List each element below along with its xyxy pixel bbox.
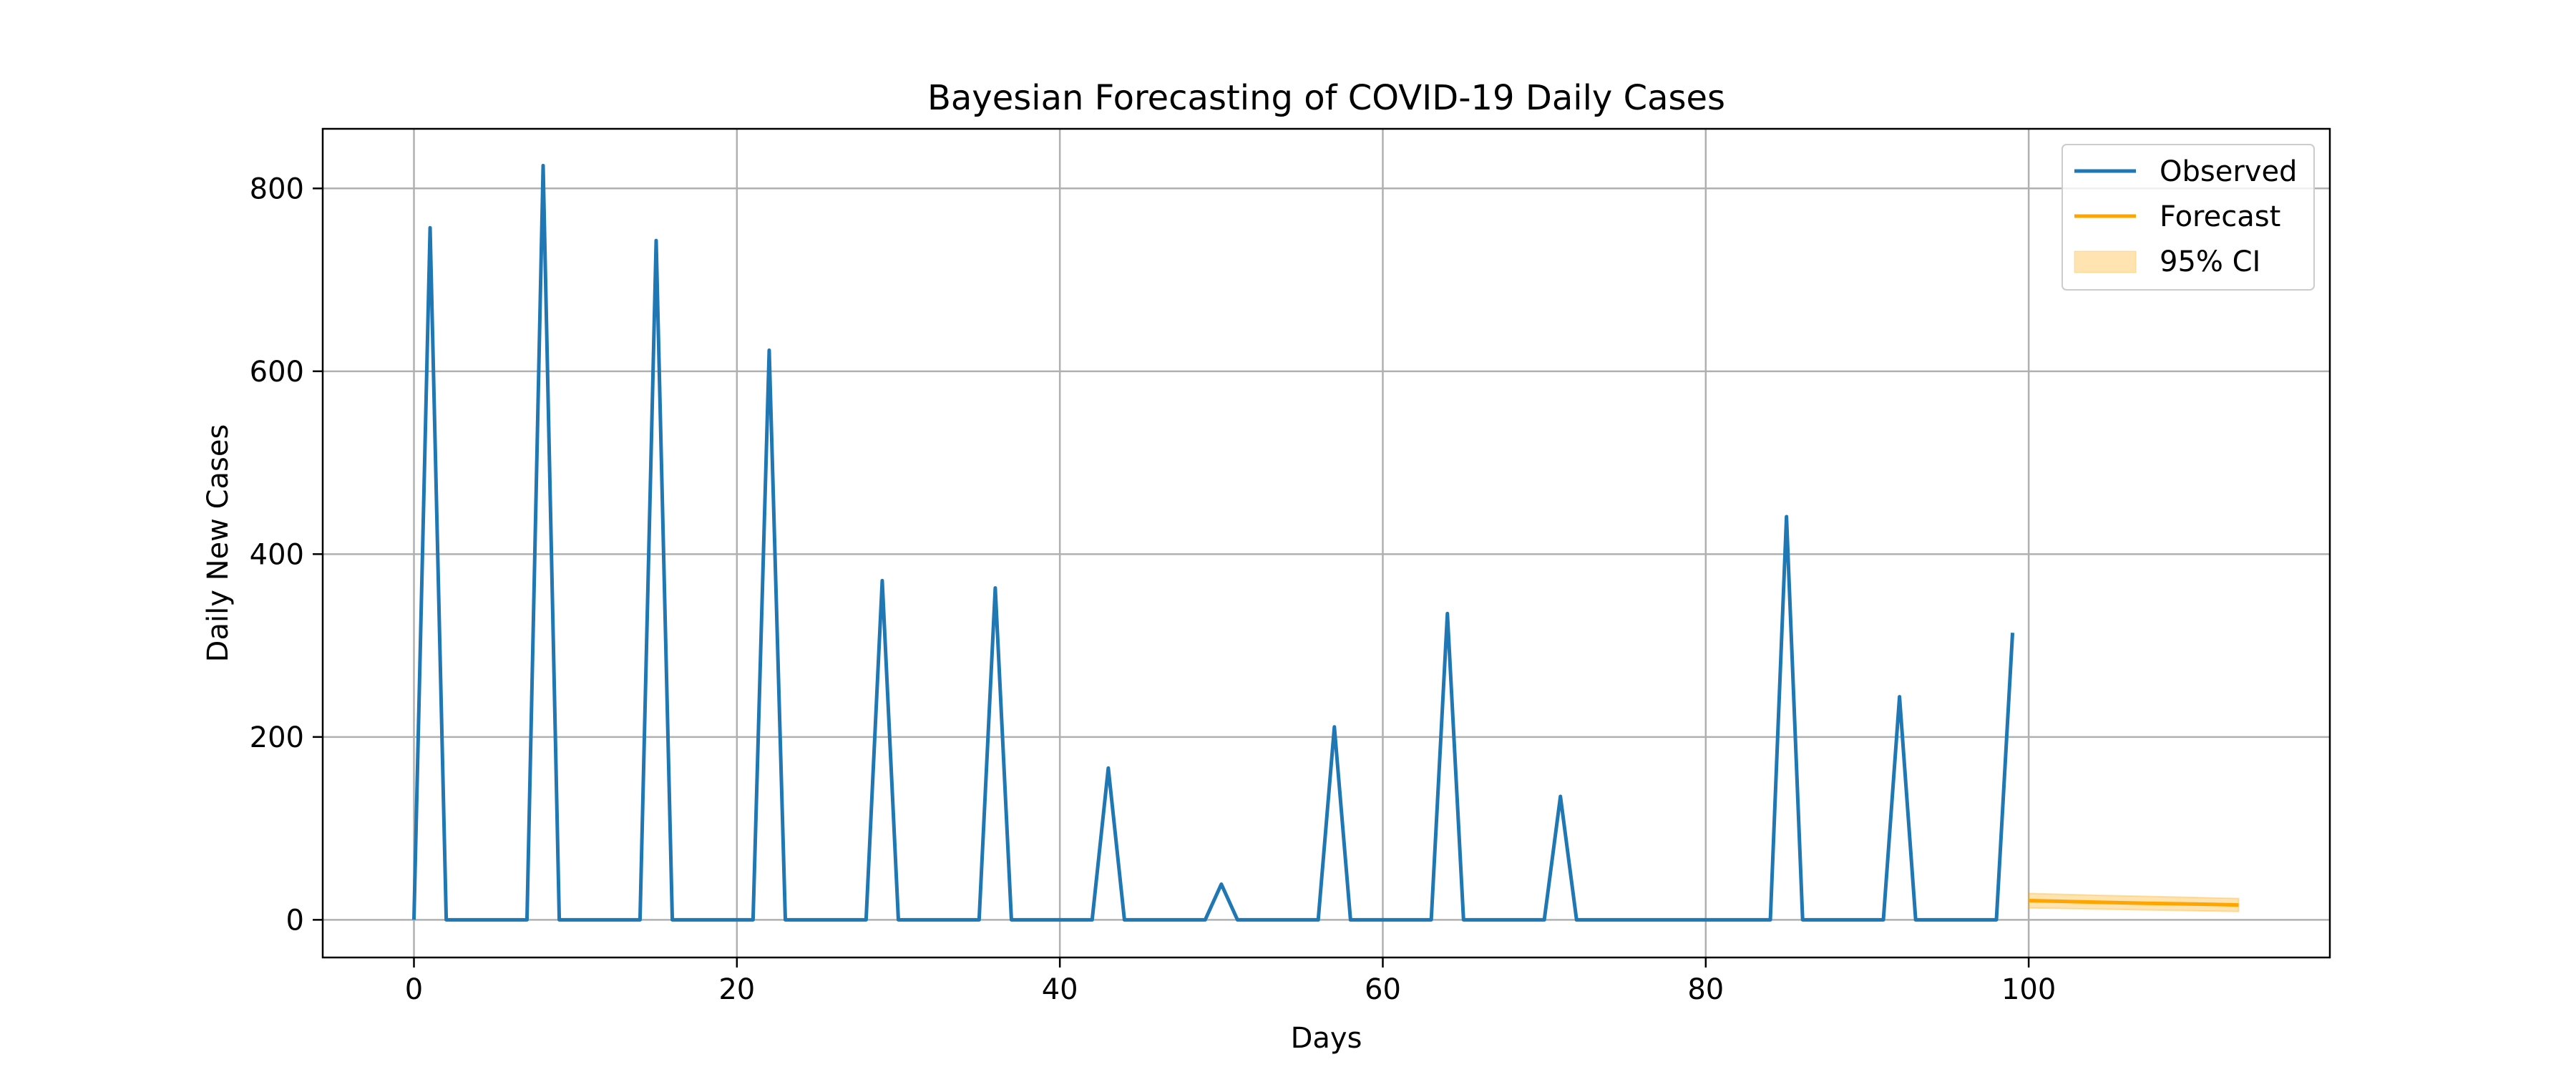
x-axis-label: Days [1291, 1022, 1362, 1055]
y-tick-label: 600 [250, 356, 304, 389]
tick-layer: 0 20 40 60 80 100 0 200 400 600 800 [250, 172, 2057, 1006]
y-tick-label: 800 [250, 172, 304, 205]
x-tick-label: 60 [1365, 973, 1401, 1006]
y-axis-label: Daily New Cases [202, 424, 235, 663]
plot-frame [321, 127, 2331, 959]
y-tick-label: 200 [250, 721, 304, 754]
series-line-observed [412, 163, 2015, 922]
x-tick-label: 40 [1042, 973, 1078, 1006]
legend-box [2062, 144, 2315, 291]
legend-forecast-label: Forecast [2160, 200, 2280, 233]
y-tick-label: 400 [250, 538, 304, 571]
x-tick-label: 20 [718, 973, 755, 1006]
x-tick-label: 0 [405, 973, 423, 1006]
legend-ci-swatch [2074, 250, 2137, 273]
legend: Observed Forecast 95% CI [2062, 144, 2315, 291]
legend-observed-label: Observed [2160, 155, 2297, 188]
x-tick-label: 80 [1687, 973, 1724, 1006]
legend-ci-label: 95% CI [2160, 245, 2260, 278]
series-line-forecast [2029, 899, 2239, 907]
y-tick-label: 0 [286, 904, 304, 937]
data-layer [412, 163, 2240, 922]
x-tick-label: 100 [2001, 973, 2056, 1006]
chart-title: Bayesian Forecasting of COVID-19 Daily C… [927, 78, 1725, 118]
